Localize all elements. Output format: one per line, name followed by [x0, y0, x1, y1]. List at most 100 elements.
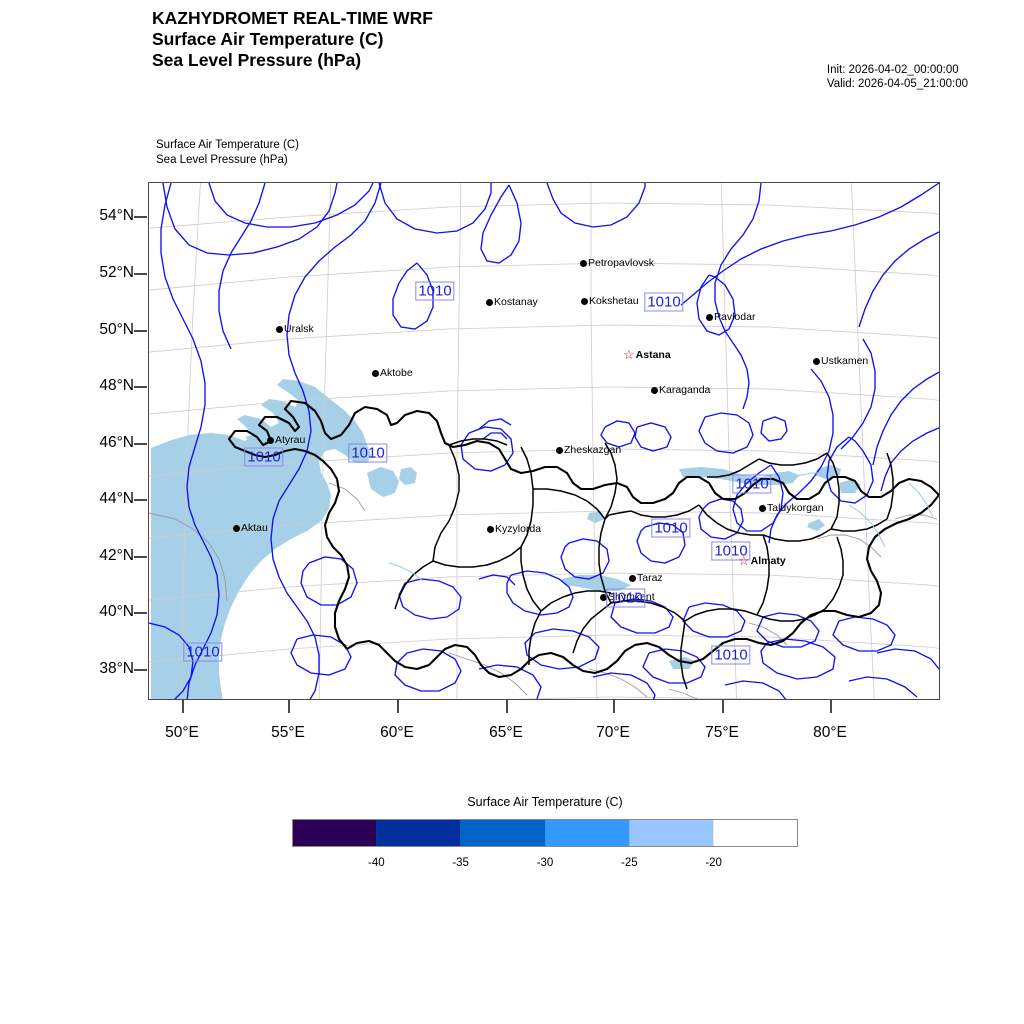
- national-border-layer: [227, 399, 939, 679]
- city-marker-kokshetau[interactable]: Kokshetau: [581, 296, 639, 306]
- border-west-caspian: [244, 447, 351, 650]
- timestamp-block: Init: 2026-04-02_00:00:00 Valid: 2026-04…: [827, 63, 968, 91]
- latitude-axis: 54°N 52°N 50°N 48°N 46°N 44°N 42°N 40°N 38°N: [78, 182, 134, 700]
- city-marker-astana[interactable]: ☆Astana: [623, 347, 671, 363]
- longitude-label-80: 80°E: [813, 724, 847, 741]
- city-dot-icon: [600, 593, 607, 601]
- colorbar-title: Surface Air Temperature (C): [467, 795, 623, 809]
- city-label: Aktau: [241, 522, 268, 535]
- longitude-label-65: 65°E: [489, 724, 523, 741]
- map-subtitle: Surface Air Temperature (C) Sea Level Pr…: [156, 138, 299, 168]
- title-block: KAZHYDROMET REAL-TIME WRF Surface Air Te…: [152, 8, 433, 71]
- city-marker-almaty[interactable]: ☆Almaty: [738, 553, 786, 569]
- city-dot-icon: [372, 369, 379, 377]
- city-dot-icon: [706, 313, 713, 321]
- page-title: KAZHYDROMET REAL-TIME WRF: [152, 8, 433, 28]
- longitude-axis: 50°E 55°E 60°E 65°E 70°E 75°E 80°E: [148, 700, 940, 750]
- colorbar-tick-label-neg40: -40: [368, 857, 385, 869]
- city-dot-icon: [486, 298, 493, 306]
- valid-time: Valid: 2026-04-05_21:00:00: [826, 78, 968, 90]
- city-dot-icon: [813, 357, 820, 365]
- longitude-tick-70: [613, 700, 615, 713]
- city-marker-kostanay[interactable]: Kostanay: [486, 297, 538, 307]
- colorbar[interactable]: [292, 819, 798, 847]
- longitude-tick-75: [722, 700, 724, 713]
- longitude-label-55: 55°E: [271, 724, 305, 741]
- aral-sea-east-fill: [399, 467, 417, 485]
- map-panel[interactable]: Petropavlovsk Kostanay Kokshetau Pavlodar Ur…: [148, 182, 940, 700]
- city-label: Kyzylorda: [495, 523, 542, 536]
- city-marker-ustkamen[interactable]: Ustkamen: [813, 356, 868, 366]
- city-label: Ustkamen: [821, 355, 869, 368]
- caspian-sea-fill: [151, 379, 371, 699]
- city-label: Almaty: [750, 555, 786, 568]
- capital-star-icon: ☆: [623, 347, 635, 363]
- city-marker-karaganda[interactable]: Karaganda: [651, 385, 710, 395]
- caspian-north-arm-fill: [245, 431, 321, 459]
- city-marker-uralsk[interactable]: Uralsk: [276, 324, 314, 334]
- city-marker-pavlodar[interactable]: Pavlodar: [706, 312, 755, 322]
- latitude-label-46: 46°N: [99, 434, 134, 451]
- isobar-label-1010-0: 1010: [415, 281, 455, 301]
- city-dot-icon: [233, 524, 240, 532]
- latitude-tick-44: [134, 499, 147, 501]
- city-marker-kyzylorda[interactable]: Kyzylorda: [487, 524, 541, 534]
- city-marker-taldykorgan[interactable]: Taldykorgan: [759, 503, 824, 513]
- capital-star-icon: ☆: [738, 553, 750, 569]
- latitude-tick-52: [134, 273, 147, 275]
- longitude-tick-80: [830, 700, 832, 713]
- city-label: Kostanay: [494, 296, 538, 309]
- latitude-tick-50: [134, 330, 147, 332]
- colorbar-segment-4: [628, 820, 713, 846]
- colorbar-tick-label-neg25: -25: [621, 857, 638, 869]
- isobar-label-1010-9: 1010: [711, 645, 751, 665]
- map-subtitle-pressure: Sea Level Pressure (hPa): [156, 154, 288, 166]
- colorbar-tick-label-neg30: -30: [536, 857, 554, 869]
- city-dot-icon: [276, 325, 283, 333]
- latitude-label-54: 54°N: [99, 207, 134, 224]
- map-canvas: [149, 183, 939, 699]
- latitude-label-44: 44°N: [99, 490, 134, 507]
- river-layer: [388, 472, 934, 582]
- longitude-label-50: 50°E: [165, 724, 199, 741]
- city-label: Uralsk: [284, 323, 314, 336]
- lake-balkhash-west-fill: [561, 575, 631, 591]
- city-dot-icon: [629, 574, 636, 582]
- city-dot-icon: [581, 297, 588, 305]
- aral-sea-fill: [367, 467, 399, 497]
- city-label: Atyrau: [275, 434, 306, 447]
- latitude-label-50: 50°N: [99, 321, 134, 338]
- latitude-label-48: 48°N: [99, 377, 134, 394]
- city-marker-aktobe[interactable]: Aktobe: [372, 368, 413, 378]
- city-label: Zheskazgan: [564, 444, 622, 457]
- latitude-tick-48: [134, 386, 147, 388]
- colorbar-segment-0: [293, 820, 377, 846]
- colorbar-tick-label-neg20: -20: [705, 857, 722, 869]
- latitude-label-42: 42°N: [99, 547, 134, 564]
- colorbar-ticks: -40 -35 -30 -25 -20: [292, 857, 798, 879]
- colorbar-tick-label-neg35: -35: [452, 857, 469, 869]
- border-north: [227, 399, 939, 505]
- city-label: Karaganda: [659, 384, 711, 397]
- isobar-label-1010-2: 1010: [244, 447, 284, 467]
- city-label: Kokshetau: [589, 295, 639, 308]
- latitude-label-38: 38°N: [99, 660, 134, 677]
- city-label: Astana: [635, 349, 671, 362]
- city-marker-zheskazgan[interactable]: Zheskazgan: [556, 445, 621, 455]
- latitude-tick-38: [134, 669, 147, 671]
- isobar-layer: [149, 183, 939, 699]
- city-dot-icon: [580, 259, 587, 267]
- isobar-label-1010-8: 1010: [183, 642, 223, 662]
- city-marker-taraz[interactable]: Taraz: [629, 573, 663, 583]
- colorbar-panel: Surface Air Temperature (C) -40 -35 -30 -25…: [292, 795, 798, 879]
- city-dot-icon: [651, 386, 658, 394]
- city-marker-petropavlovsk[interactable]: Petropavlovsk: [580, 258, 654, 268]
- city-label: Taraz: [637, 572, 663, 585]
- map-frame[interactable]: [148, 182, 940, 700]
- longitude-label-70: 70°E: [596, 724, 630, 741]
- city-label: Petropavlovsk: [588, 257, 654, 270]
- city-marker-aktau[interactable]: Aktau: [233, 523, 268, 533]
- city-label: Pavlodar: [714, 311, 756, 324]
- city-marker-atyrau[interactable]: Atyrau: [267, 435, 305, 445]
- city-marker-shymkent[interactable]: Shymkent: [600, 592, 655, 602]
